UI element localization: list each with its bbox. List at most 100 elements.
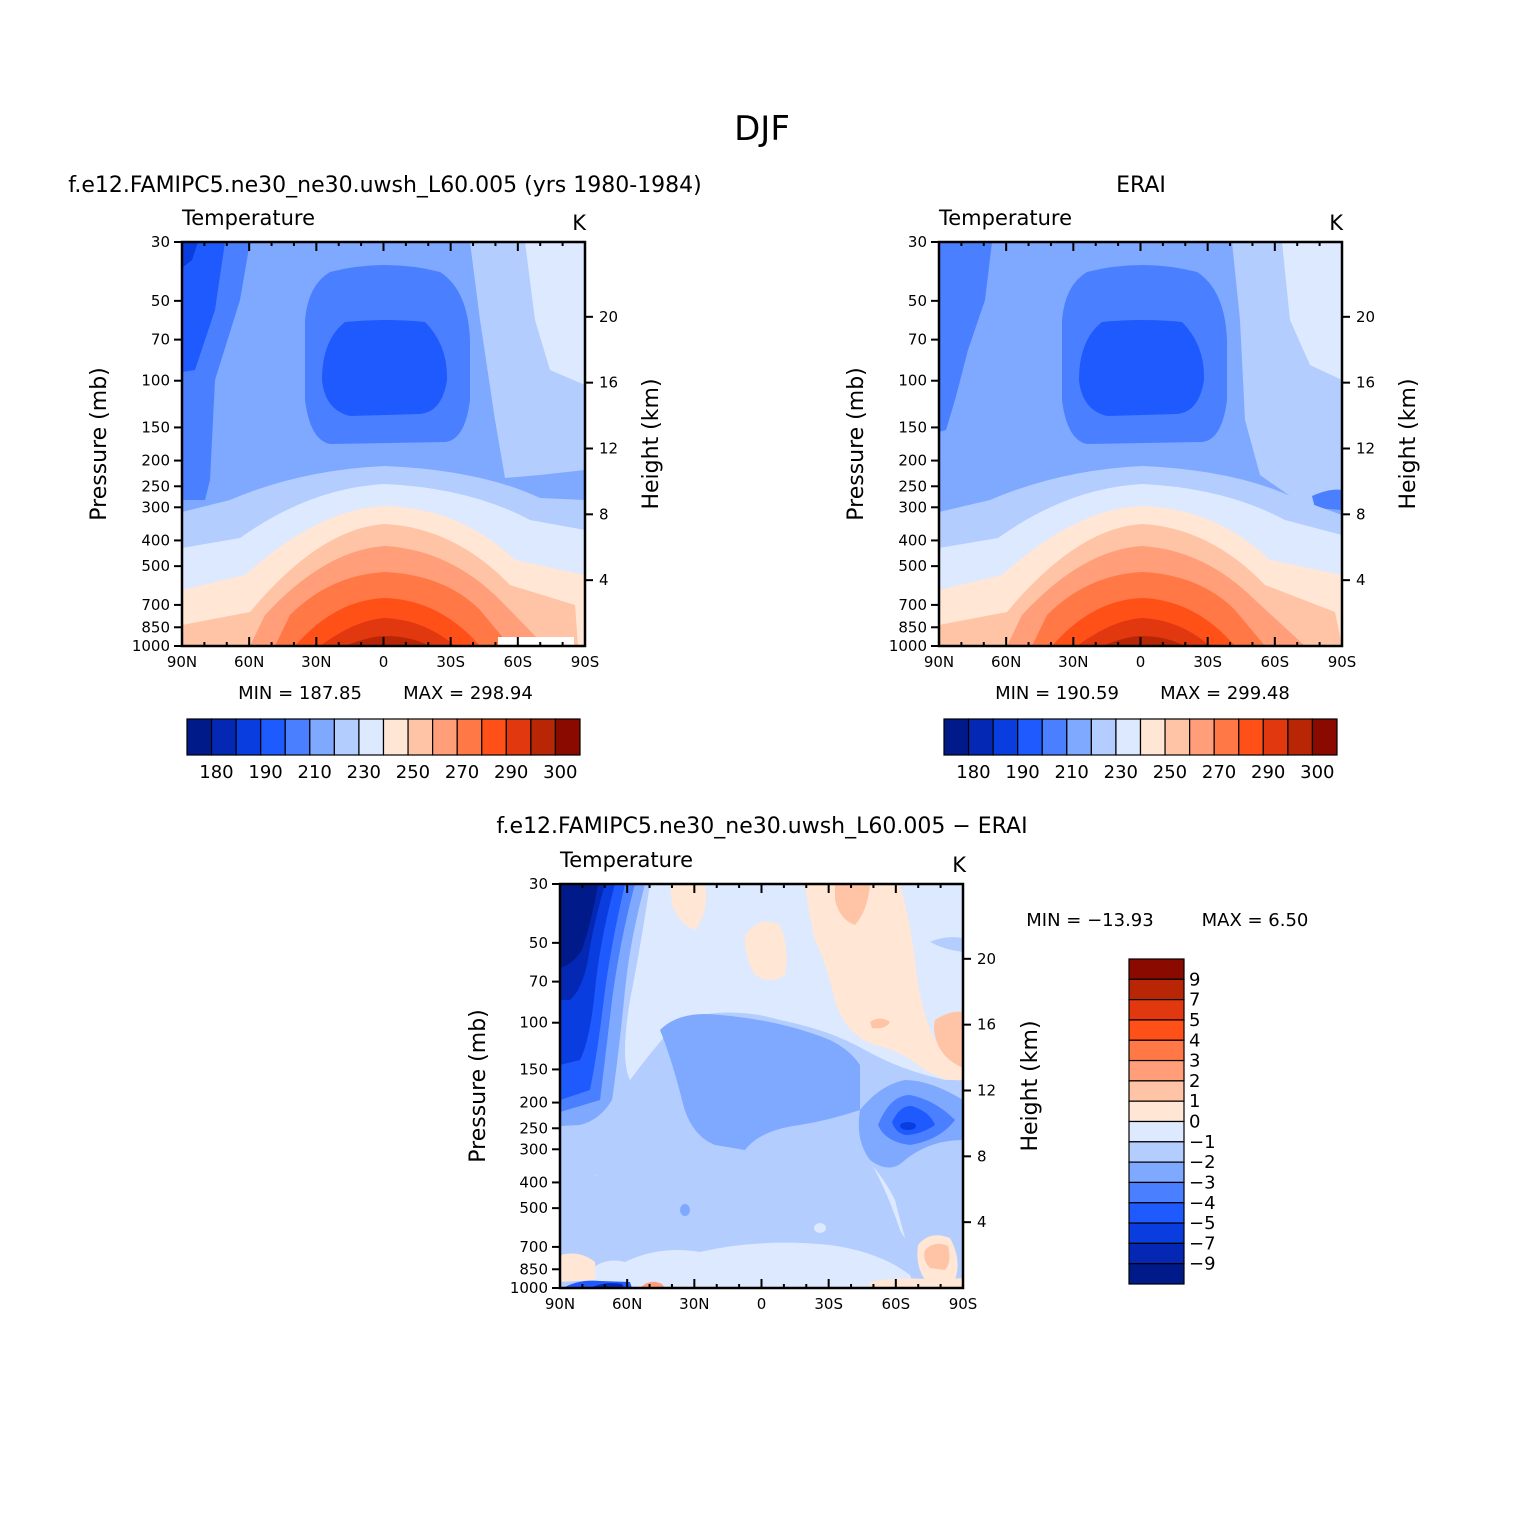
colorbar-swatch	[1139, 718, 1166, 756]
colorbar-label: 5	[1189, 1010, 1200, 1031]
y-tick-label: 850	[898, 618, 927, 636]
x-tick-label: 30N	[679, 1295, 709, 1313]
variable-label: Temperature	[938, 206, 1072, 230]
colorbar-swatch	[1238, 718, 1264, 756]
y2-tick-label: 4	[599, 571, 609, 589]
contour-region	[814, 1223, 826, 1233]
y-tick-label: 300	[519, 1140, 548, 1158]
colorbar-label: −4	[1189, 1193, 1216, 1214]
contour-region	[580, 1242, 915, 1288]
contour-region	[835, 884, 870, 925]
x-tick-label: 0	[757, 1295, 767, 1313]
x-tick-label: 60N	[991, 653, 1021, 671]
colorbar-label: 250	[396, 762, 430, 783]
y-tick-label: 250	[141, 477, 170, 495]
x-tick-label: 30N	[301, 653, 331, 671]
contour-fill	[182, 242, 585, 646]
panel-title: f.e12.FAMIPC5.ne30_ne30.uwsh_L60.005 − E…	[496, 814, 1027, 839]
y-tick-label: 250	[519, 1119, 548, 1137]
y-tick-label: 50	[529, 934, 548, 952]
colorbar-swatch	[1128, 999, 1185, 1021]
y-axis-label: Pressure (mb)	[844, 367, 869, 521]
y2-tick-label: 12	[977, 1081, 996, 1099]
y-tick-label: 70	[529, 973, 548, 991]
y2-tick-label: 8	[1356, 505, 1366, 523]
x-tick-label: 90N	[545, 1295, 575, 1313]
y-tick-label: 850	[519, 1260, 548, 1278]
y-tick-label: 700	[898, 596, 927, 614]
y2-tick-label: 16	[977, 1016, 996, 1034]
contour-region	[805, 884, 963, 1081]
colorbar-label: 1	[1189, 1091, 1200, 1112]
colorbar-label: −7	[1189, 1233, 1216, 1254]
contour-region	[182, 242, 225, 372]
x-tick-label: 60S	[1261, 653, 1290, 671]
contour-region	[745, 921, 787, 980]
colorbar-swatch	[1311, 718, 1338, 756]
contour-region	[900, 1122, 916, 1130]
colorbar-label: 300	[543, 762, 577, 783]
max-label: MAX = 6.50	[1202, 910, 1309, 931]
contour-region	[182, 242, 198, 268]
y-tick-label: 700	[141, 596, 170, 614]
x-tick-label: 60N	[612, 1295, 642, 1313]
contour-region	[1282, 242, 1342, 380]
x-tick-label: 30S	[814, 1295, 843, 1313]
x-tick-label: 90N	[924, 653, 954, 671]
x-tick-label: 60S	[882, 1295, 911, 1313]
colorbar-label: 210	[1055, 762, 1089, 783]
colorbar-label: 190	[248, 762, 282, 783]
colorbar-swatch	[1128, 1161, 1185, 1184]
colorbar-swatch	[1128, 1242, 1185, 1265]
colorbar-label: 270	[1202, 762, 1236, 783]
colorbar-swatch	[1128, 958, 1185, 980]
x-tick-label: 60N	[234, 653, 264, 671]
y-tick-label: 500	[898, 557, 927, 575]
x-tick-label: 90S	[571, 653, 600, 671]
contour-region	[525, 242, 585, 385]
colorbar-label: 180	[199, 762, 233, 783]
colorbar-swatch	[1066, 718, 1092, 756]
colorbar-label: 7	[1189, 990, 1200, 1011]
colorbar-swatch	[260, 718, 286, 756]
y-tick-label: 300	[898, 498, 927, 516]
x-tick-label: 30N	[1058, 653, 1088, 671]
y2-tick-label: 16	[599, 374, 618, 392]
colorbar-label: −9	[1189, 1254, 1216, 1275]
min-label: MIN = 187.85	[238, 683, 362, 704]
colorbar-swatch	[505, 718, 532, 756]
colorbar-swatch	[1287, 718, 1314, 756]
colorbar-swatch	[284, 718, 311, 756]
colorbar-label: 300	[1300, 762, 1334, 783]
contour-region	[939, 242, 992, 432]
colorbar-label: 9	[1189, 969, 1200, 990]
y-tick-label: 100	[141, 372, 170, 390]
x-tick-label: 90N	[167, 653, 197, 671]
variable-label: Temperature	[181, 206, 315, 230]
colorbar-swatch	[309, 718, 335, 756]
colorbar-swatch	[1128, 1222, 1185, 1244]
colorbar-swatch	[1128, 1100, 1185, 1123]
colorbar-swatch	[554, 718, 581, 756]
colorbar-swatch	[382, 718, 409, 756]
colorbar-label: 210	[298, 762, 332, 783]
colorbar-swatch	[943, 718, 970, 756]
y-tick-label: 250	[898, 477, 927, 495]
contour-region	[1312, 489, 1342, 510]
y-tick-label: 150	[519, 1060, 548, 1078]
y-axis-label: Pressure (mb)	[87, 367, 112, 521]
contour-region	[345, 636, 430, 646]
colorbar-swatch	[1041, 718, 1068, 756]
colorbar-swatch	[1128, 1059, 1185, 1082]
colorbar-swatch	[1189, 718, 1215, 756]
contour-region	[322, 320, 448, 416]
contour-region	[1102, 636, 1185, 646]
colorbar-label: −3	[1189, 1172, 1216, 1193]
x-tick-label: 0	[379, 653, 389, 671]
y-tick-label: 150	[898, 418, 927, 436]
colorbar-swatch	[1115, 718, 1142, 756]
colorbar-swatch	[1128, 1181, 1185, 1204]
y-tick-label: 1000	[510, 1279, 548, 1297]
